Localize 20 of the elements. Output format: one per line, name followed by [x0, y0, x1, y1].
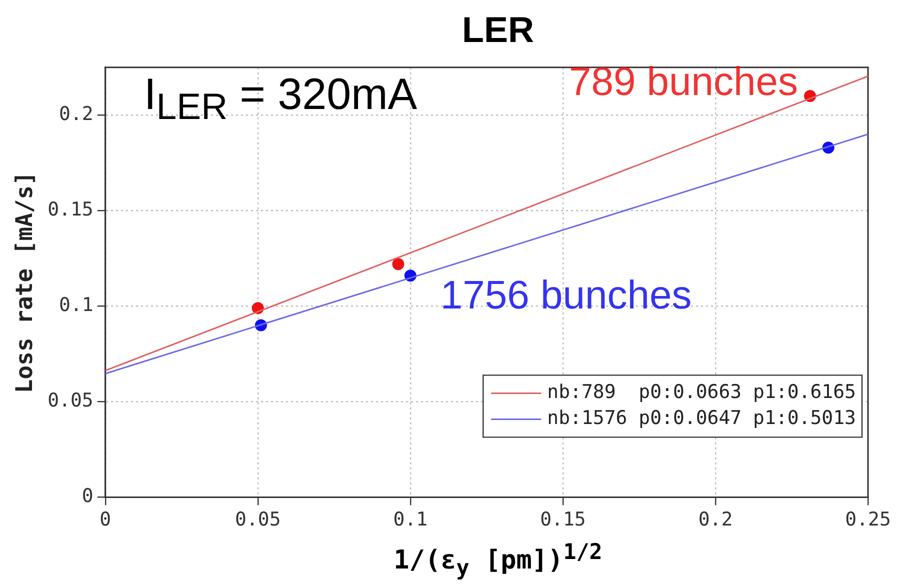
y-axis-title: Loss rate [mA/s] [12, 172, 38, 394]
y-tick-label: 0.2 [59, 103, 94, 126]
chart-title: LER [461, 8, 535, 52]
y-tick-label: 0.15 [48, 198, 94, 221]
x-axis-title: 1/(ε$_{y}$ [pm])$^{1/2}$ [392, 539, 604, 583]
series-label: 789 bunches [568, 60, 798, 104]
y-tick-label: 0.05 [48, 390, 94, 412]
annotation: I$_{LER}$ = 320mA [144, 70, 418, 128]
y-tick-label: 0 [82, 485, 94, 508]
legend-label: nb:1576 p0:0.0647 p1:0.5013 [547, 407, 856, 430]
y-tick-label: 0.1 [59, 294, 94, 316]
series-label: 1756 bunches [440, 274, 692, 318]
x-tick-label: 0.1 [393, 508, 428, 531]
x-tick-label: 0.25 [845, 508, 891, 531]
point [392, 258, 404, 270]
x-tick-label: 0 [100, 508, 112, 531]
x-tick-label: 0.15 [540, 508, 586, 531]
x-tick-label: 0.05 [235, 508, 281, 531]
legend-label: nb:789 p0:0.0663 p1:0.6165 [547, 381, 856, 404]
x-tick-label: 0.2 [698, 508, 733, 531]
